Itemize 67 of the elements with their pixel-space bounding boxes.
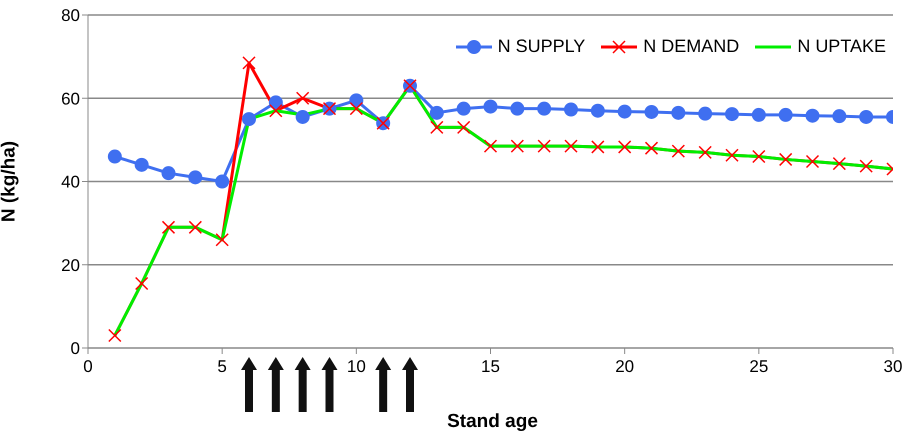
point [188,170,202,184]
point [188,220,202,234]
point [564,102,578,116]
point [134,158,149,172]
point [832,156,846,170]
x-tick-label: 15 [481,357,500,376]
point [269,104,283,118]
point [806,108,820,123]
point [456,102,471,116]
point [672,144,686,158]
x-tick-label: 30 [884,357,902,376]
point [644,141,658,155]
y-tick-label: 20 [61,256,80,275]
point [698,146,712,160]
point [752,108,766,122]
point [350,102,364,116]
y-tick-label: 80 [61,6,80,26]
point [108,328,122,342]
point [725,107,739,122]
point [162,220,176,234]
point [806,154,820,168]
point [162,166,176,180]
legend-label: N SUPPLY [498,36,586,57]
x-axis-title: Stand age [447,411,538,432]
point [618,140,632,154]
x-tick-label: 25 [749,357,768,376]
y-tick-label: 40 [61,172,80,192]
point [242,56,256,70]
y-axis-title: N (kg/ha) [0,140,20,222]
point [778,152,792,166]
point [484,100,498,114]
point [296,110,310,124]
point [671,106,686,120]
point [510,139,524,153]
point [537,102,552,116]
point [296,92,310,105]
point [644,104,658,119]
point [752,150,766,164]
point [859,159,873,173]
point [537,139,551,153]
point [484,139,498,153]
point [215,174,230,188]
point [832,109,846,124]
point [590,104,605,118]
y-tick-label: 0 [70,339,80,358]
point [215,233,229,247]
legend-label: N UPTAKE [797,36,886,57]
point [591,140,605,154]
point [242,112,256,126]
point [778,108,793,122]
point [698,106,712,121]
x-tick-label: 0 [83,357,93,376]
point [108,150,122,164]
point [134,276,148,290]
legend-label: N DEMAND [643,36,740,57]
point [725,148,739,162]
point [510,102,524,116]
point [430,120,444,134]
x-tick-label: 5 [217,357,227,376]
point [859,110,874,124]
x-tick-label: 20 [615,357,634,376]
point [618,104,632,119]
x-tick-label: 10 [346,357,366,376]
point [564,139,578,153]
y-tick-label: 60 [61,89,80,108]
point [430,106,444,120]
point [456,120,470,134]
